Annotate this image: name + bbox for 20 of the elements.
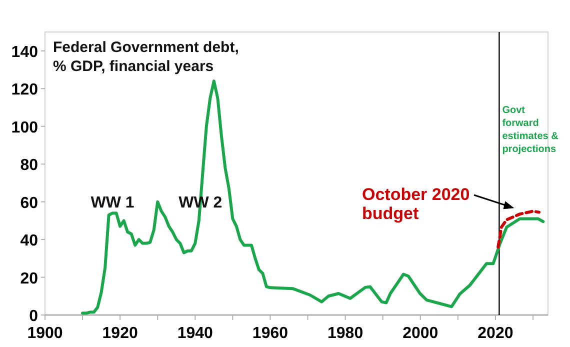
x-tick-label: 2000 xyxy=(402,325,438,342)
line-series xyxy=(496,210,540,249)
x-tick-label: 1920 xyxy=(102,325,138,342)
x-tick-label: 1900 xyxy=(27,325,63,342)
annotation: WW 1 xyxy=(90,194,134,212)
text: Federal Government debt, % GDP, financial years xyxy=(53,39,239,75)
x-tick-label: 1960 xyxy=(252,325,288,342)
x-tick-label: 1940 xyxy=(177,325,214,342)
y-tick-label: 140 xyxy=(11,44,38,61)
annotation: Govt forward estimates & projections xyxy=(502,105,558,155)
x-tick-label: 2020 xyxy=(478,325,514,342)
y-tick-label: 120 xyxy=(11,82,38,99)
x-tick-label: 1980 xyxy=(328,325,364,342)
y-tick-label: 40 xyxy=(20,232,38,250)
y-tick-label: 100 xyxy=(11,119,38,136)
y-tick-label: 0 xyxy=(29,308,38,325)
y-tick-label: 80 xyxy=(20,157,38,174)
y-tick-label: 20 xyxy=(20,270,38,288)
annotation: October 2020 budget xyxy=(362,185,470,223)
y-tick-label: 60 xyxy=(20,194,38,212)
